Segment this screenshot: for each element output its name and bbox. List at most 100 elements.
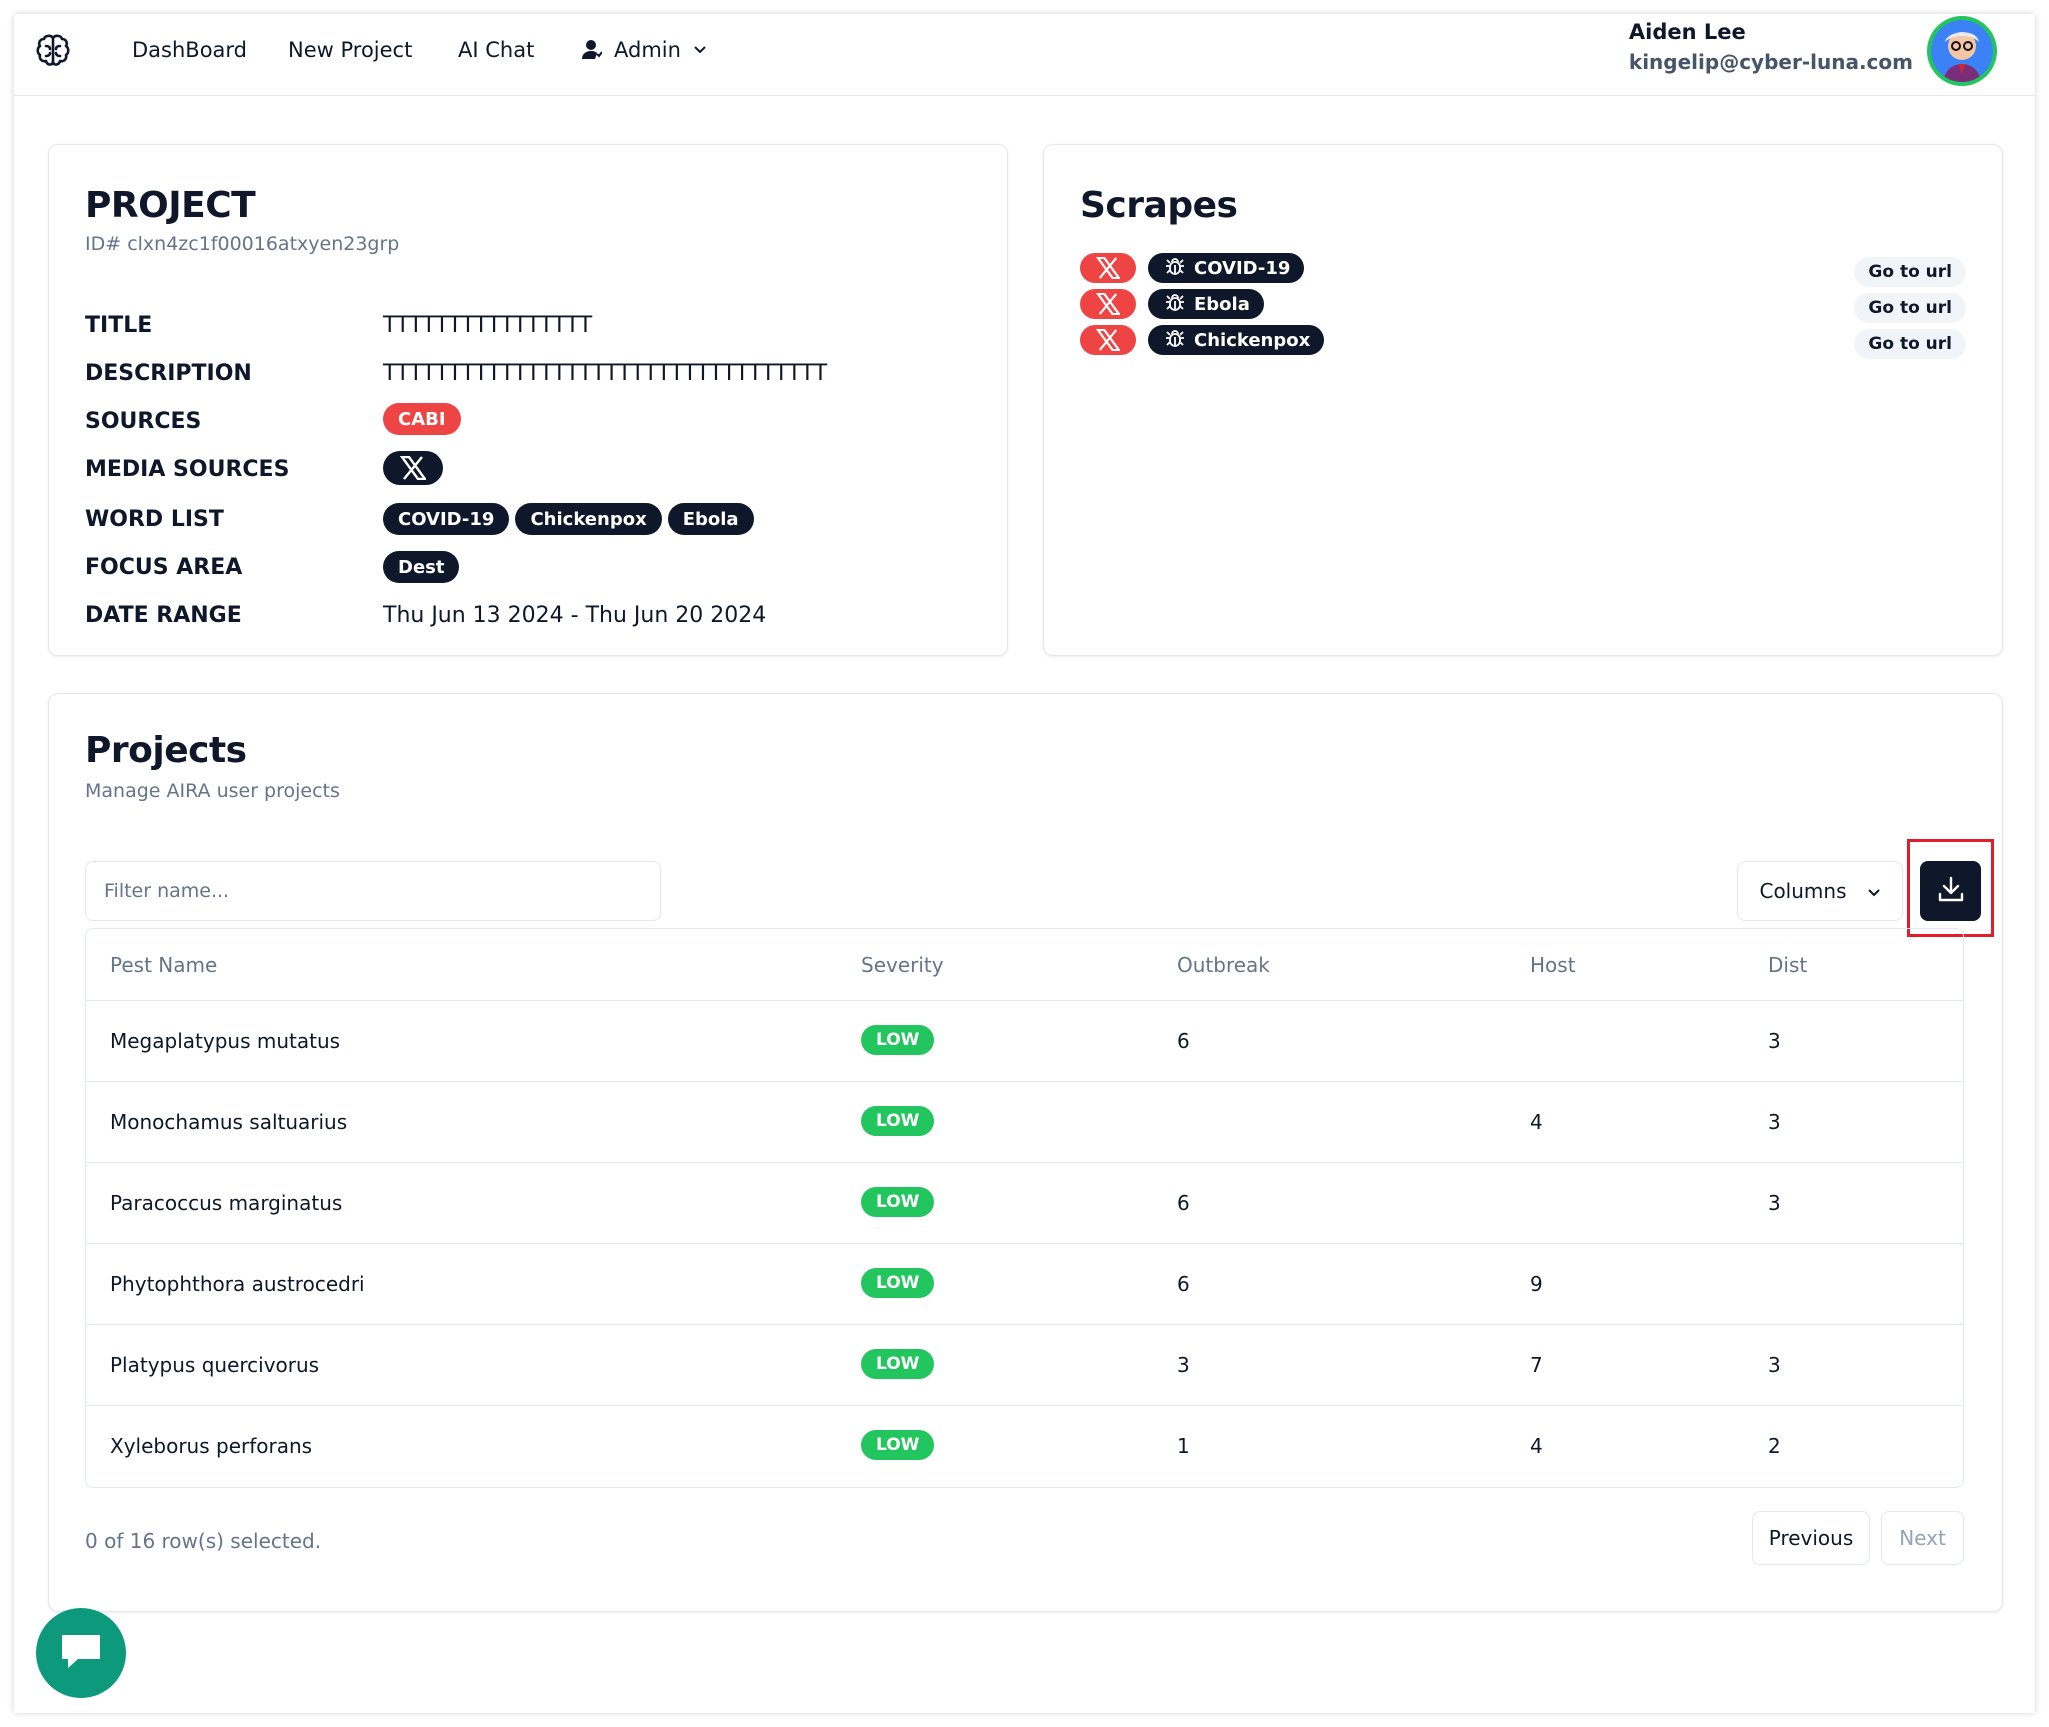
scrape-term: Chickenpox — [1194, 329, 1311, 351]
chat-bubble-icon — [58, 1631, 104, 1676]
nav-admin-dropdown[interactable]: Admin — [582, 38, 707, 62]
value-description: TTTTTTTTTTTTTTTTTTTTTTTTTTTTTTTTTT — [383, 361, 828, 386]
filter-name-input[interactable] — [85, 861, 661, 921]
project-id: ID# clxn4zc1f00016atxyen23grp — [85, 233, 400, 255]
projects-heading: Projects — [85, 730, 247, 771]
admin-user-icon — [582, 39, 602, 61]
nav-ai-chat[interactable]: AI Chat — [458, 38, 535, 62]
bug-icon — [1164, 255, 1186, 282]
cell-host: 9 — [1530, 1272, 1543, 1296]
label-media-sources: MEDIA SOURCES — [85, 457, 290, 482]
scrape-term: COVID-19 — [1194, 257, 1291, 279]
top-nav: DashBoard New Project AI Chat Admin Aide… — [14, 14, 2035, 96]
scrapes-card: Scrapes COVID-19 Go to url — [1043, 144, 2003, 656]
table-row[interactable]: Megaplatypus mutatus LOW 6 3 — [86, 1001, 1963, 1082]
admin-label: Admin — [614, 38, 681, 62]
column-header-outbreak[interactable]: Outbreak — [1177, 953, 1270, 977]
nav-new-project[interactable]: New Project — [288, 38, 413, 62]
cell-dist: 3 — [1768, 1353, 1781, 1377]
column-header-severity[interactable]: Severity — [861, 953, 944, 977]
media-sources-list — [383, 451, 443, 485]
table-header: Pest Name Severity Outbreak Host Dist — [86, 929, 1963, 1001]
label-sources: SOURCES — [85, 409, 202, 434]
word-chip: Ebola — [667, 503, 754, 535]
scrape-item: Ebola — [1080, 289, 1264, 319]
chat-fab-button[interactable] — [36, 1608, 126, 1698]
source-chip: CABI — [383, 403, 461, 435]
focus-chip: Dest — [383, 551, 460, 583]
nav-dashboard[interactable]: DashBoard — [132, 38, 248, 62]
value-date-range: Thu Jun 13 2024 - Thu Jun 20 2024 — [383, 603, 767, 628]
cell-outbreak: 6 — [1177, 1272, 1190, 1296]
cell-pest-name: Paracoccus marginatus — [110, 1191, 343, 1215]
scrape-term-chip: Ebola — [1148, 289, 1264, 319]
cell-outbreak: 3 — [1177, 1353, 1190, 1377]
project-details-card: PROJECT ID# clxn4zc1f00016atxyen23grp TI… — [48, 144, 1008, 656]
cell-host: 4 — [1530, 1110, 1543, 1134]
table-row[interactable]: Xyleborus perforans LOW 1 4 2 — [86, 1406, 1963, 1487]
columns-label: Columns — [1759, 879, 1847, 903]
scrape-item: COVID-19 — [1080, 253, 1305, 283]
go-to-url-button[interactable]: Go to url — [1854, 329, 1966, 359]
bug-icon — [1164, 327, 1186, 354]
pests-table: Pest Name Severity Outbreak Host Dist Me… — [85, 928, 1964, 1488]
severity-badge: LOW — [861, 1268, 935, 1298]
app-frame: DashBoard New Project AI Chat Admin Aide… — [14, 14, 2035, 1713]
severity-badge: LOW — [861, 1106, 935, 1136]
table-row[interactable]: Monochamus saltuarius LOW 4 3 — [86, 1082, 1963, 1163]
x-logo-icon — [1080, 289, 1136, 319]
scrape-item: Chickenpox — [1080, 325, 1325, 355]
label-focus-area: FOCUS AREA — [85, 555, 243, 580]
chevron-down-icon — [693, 45, 707, 55]
label-date-range: DATE RANGE — [85, 603, 242, 628]
cell-pest-name: Monochamus saltuarius — [110, 1110, 348, 1134]
cell-dist: 2 — [1768, 1434, 1781, 1458]
cell-pest-name: Xyleborus perforans — [110, 1434, 313, 1458]
table-row[interactable]: Paracoccus marginatus LOW 6 3 — [86, 1163, 1963, 1244]
chevron-down-icon — [1867, 879, 1881, 903]
cell-outbreak: 6 — [1177, 1029, 1190, 1053]
value-title: TTTTTTTTTTTTTTTT — [383, 313, 593, 338]
brain-logo-icon[interactable] — [34, 32, 72, 70]
projects-table-card: Projects Manage AIRA user projects Colum… — [48, 693, 2003, 1612]
bug-icon — [1164, 291, 1186, 318]
cell-outbreak: 6 — [1177, 1191, 1190, 1215]
x-logo-icon — [1080, 325, 1136, 355]
column-header-pest-name[interactable]: Pest Name — [110, 953, 218, 977]
focus-area-list: Dest — [383, 551, 460, 583]
next-page-button[interactable]: Next — [1881, 1511, 1964, 1565]
scrape-term-chip: COVID-19 — [1148, 253, 1305, 283]
download-button[interactable] — [1920, 861, 1981, 921]
column-header-dist[interactable]: Dist — [1768, 953, 1808, 977]
table-row[interactable]: Phytophthora austrocedri LOW 6 9 — [86, 1244, 1963, 1325]
sources-list: CABI — [383, 403, 461, 435]
download-highlight — [1907, 839, 1994, 937]
table-row[interactable]: Platypus quercivorus LOW 3 7 3 — [86, 1325, 1963, 1406]
severity-badge: LOW — [861, 1025, 935, 1055]
severity-badge: LOW — [861, 1187, 935, 1217]
previous-page-button[interactable]: Previous — [1752, 1511, 1870, 1565]
word-chip: COVID-19 — [383, 503, 510, 535]
user-email: kingelip@cyber-luna.com — [1628, 50, 1913, 74]
column-header-host[interactable]: Host — [1530, 953, 1576, 977]
scrapes-heading: Scrapes — [1080, 185, 1238, 226]
label-word-list: WORD LIST — [85, 507, 224, 532]
columns-dropdown-button[interactable]: Columns — [1737, 861, 1903, 921]
cell-dist: 3 — [1768, 1110, 1781, 1134]
go-to-url-button[interactable]: Go to url — [1854, 293, 1966, 323]
word-chip: Chickenpox — [515, 503, 662, 535]
cell-dist: 3 — [1768, 1029, 1781, 1053]
avatar[interactable] — [1927, 16, 1997, 86]
severity-badge: LOW — [861, 1430, 935, 1460]
avatar-image-icon — [1931, 20, 1993, 82]
projects-subheading: Manage AIRA user projects — [85, 780, 340, 802]
project-heading: PROJECT — [85, 185, 256, 226]
go-to-url-button[interactable]: Go to url — [1854, 257, 1966, 287]
severity-badge: LOW — [861, 1349, 935, 1379]
x-logo-icon — [383, 451, 443, 485]
cell-outbreak: 1 — [1177, 1434, 1190, 1458]
scrape-term-chip: Chickenpox — [1148, 325, 1325, 355]
row-selection-count: 0 of 16 row(s) selected. — [85, 1529, 322, 1553]
cell-host: 7 — [1530, 1353, 1543, 1377]
word-list: COVID-19 Chickenpox Ebola — [383, 503, 754, 535]
